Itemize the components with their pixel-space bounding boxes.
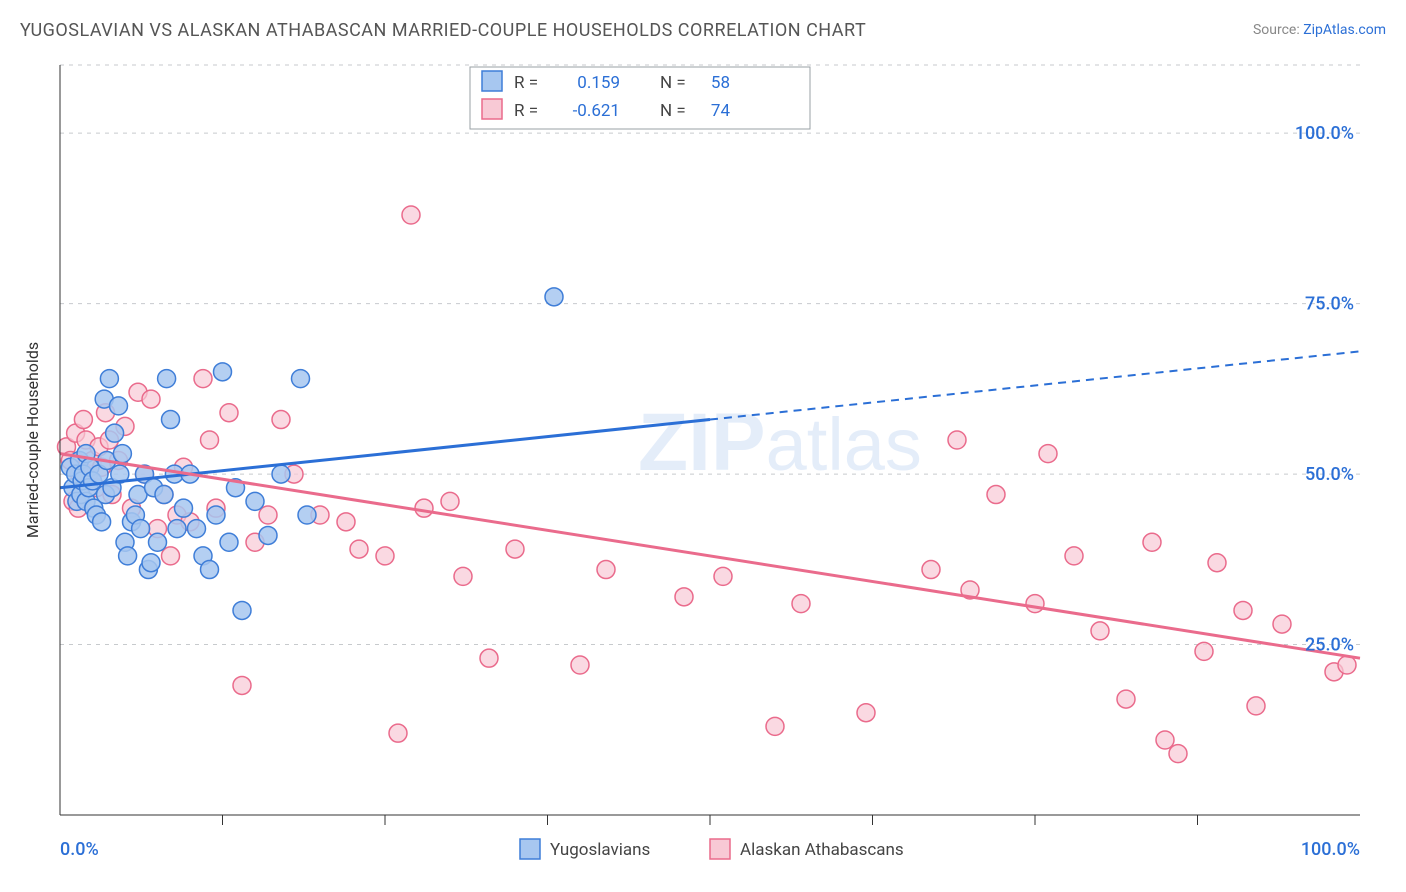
series-swatch <box>710 839 730 859</box>
scatter-point <box>1195 642 1213 660</box>
scatter-point <box>454 567 472 585</box>
scatter-point <box>1091 622 1109 640</box>
legend-n-value: 58 <box>711 73 730 93</box>
scatter-point <box>175 499 193 517</box>
scatter-point <box>402 206 420 224</box>
scatter-point <box>376 547 394 565</box>
scatter-point <box>132 520 150 538</box>
scatter-point <box>158 370 176 388</box>
scatter-point <box>987 486 1005 504</box>
source-prefix: Source: <box>1253 22 1303 38</box>
chart-title: YUGOSLAVIAN VS ALASKAN ATHABASCAN MARRIE… <box>20 20 866 41</box>
scatter-point <box>162 411 180 429</box>
scatter-point <box>106 424 124 442</box>
scatter-point <box>1247 697 1265 715</box>
scatter-point <box>220 404 238 422</box>
source-label: Source: ZipAtlas.com <box>1253 22 1386 38</box>
source-value: ZipAtlas.com <box>1303 22 1386 38</box>
legend-r-value: 0.159 <box>577 73 620 93</box>
scatter-point <box>168 520 186 538</box>
scatter-point <box>246 492 264 510</box>
scatter-point <box>1039 445 1057 463</box>
legend-n-value: 74 <box>711 101 731 121</box>
scatter-point <box>1273 615 1291 633</box>
scatter-point <box>93 513 111 531</box>
scatter-point <box>142 554 160 572</box>
scatter-point <box>149 533 167 551</box>
y-tick-label: 75.0% <box>1305 294 1354 315</box>
scatter-point <box>220 533 238 551</box>
y-tick-label: 25.0% <box>1305 635 1354 656</box>
scatter-point <box>298 506 316 524</box>
scatter-point <box>194 370 212 388</box>
series-label: Yugoslavians <box>550 840 650 860</box>
legend-r-label: R = <box>514 73 538 93</box>
x-tick-label: 0.0% <box>60 839 99 860</box>
scatter-point <box>545 288 563 306</box>
scatter-point <box>766 717 784 735</box>
legend-swatch <box>482 99 502 119</box>
legend-swatch <box>482 71 502 91</box>
scatter-point <box>214 363 232 381</box>
scatter-point <box>292 370 310 388</box>
scatter-point <box>1338 656 1356 674</box>
scatter-point <box>480 649 498 667</box>
scatter-point <box>272 465 290 483</box>
scatter-point <box>337 513 355 531</box>
scatter-point <box>1156 731 1174 749</box>
scatter-point <box>119 547 137 565</box>
scatter-point <box>233 676 251 694</box>
scatter-point <box>100 370 118 388</box>
scatter-point <box>675 588 693 606</box>
scatter-point <box>259 526 277 544</box>
scatter-point <box>857 704 875 722</box>
scatter-point <box>922 561 940 579</box>
legend-n-label: N = <box>660 73 686 93</box>
scatter-point <box>74 411 92 429</box>
scatter-point <box>389 724 407 742</box>
series-swatch <box>520 839 540 859</box>
watermark: ZIPatlas <box>638 397 922 488</box>
scatter-point <box>110 397 128 415</box>
scatter-point <box>441 492 459 510</box>
scatter-point <box>506 540 524 558</box>
scatter-point <box>415 499 433 517</box>
legend-n-label: N = <box>660 101 686 121</box>
correlation-chart: ZIPatlas 25.0% 50.0% 75.0% 100.0% 0.0% 100.0% M… <box>20 55 1386 875</box>
scatter-point <box>1026 595 1044 613</box>
trend-line-blue <box>60 420 710 488</box>
scatter-point <box>201 431 219 449</box>
y-tick-label: 100.0% <box>1295 123 1354 144</box>
legend-r-label: R = <box>514 101 538 121</box>
scatter-point <box>597 561 615 579</box>
scatter-point <box>142 390 160 408</box>
scatter-point <box>1065 547 1083 565</box>
scatter-point <box>201 561 219 579</box>
scatter-point <box>571 656 589 674</box>
y-axis-label: Married-couple Households <box>23 342 42 538</box>
scatter-point <box>259 506 277 524</box>
scatter-point <box>1117 690 1135 708</box>
trend-line-blue-dash <box>710 351 1360 419</box>
legend-r-value: -0.621 <box>573 101 620 121</box>
scatter-point <box>1143 533 1161 551</box>
scatter-point <box>272 411 290 429</box>
scatter-point <box>155 486 173 504</box>
scatter-point <box>188 520 206 538</box>
chart-container: ZIPatlas 25.0% 50.0% 75.0% 100.0% 0.0% 100.0% M… <box>20 55 1386 875</box>
scatter-point <box>948 431 966 449</box>
scatter-point <box>350 540 368 558</box>
y-tick-label: 50.0% <box>1305 464 1354 485</box>
scatter-point <box>233 601 251 619</box>
series-label: Alaskan Athabascans <box>740 840 904 860</box>
scatter-point <box>113 445 131 463</box>
scatter-point <box>1169 745 1187 763</box>
scatter-point <box>1208 554 1226 572</box>
scatter-point <box>714 567 732 585</box>
scatter-point <box>207 506 225 524</box>
x-tick-label: 100.0% <box>1301 839 1360 860</box>
scatter-point <box>792 595 810 613</box>
scatter-point <box>1234 601 1252 619</box>
scatter-point <box>162 547 180 565</box>
